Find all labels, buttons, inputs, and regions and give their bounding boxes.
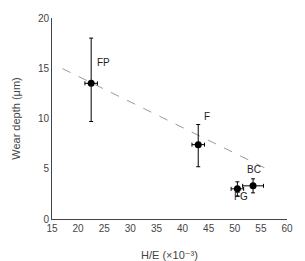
svg-text:15: 15: [46, 223, 58, 234]
svg-text:Wear depth (μm): Wear depth (μm): [10, 77, 22, 160]
svg-text:50: 50: [229, 223, 241, 234]
svg-text:55: 55: [255, 223, 267, 234]
svg-text:15: 15: [38, 63, 50, 74]
svg-text:BC: BC: [247, 164, 261, 175]
svg-text:45: 45: [203, 223, 215, 234]
svg-text:10: 10: [38, 113, 50, 124]
svg-text:F: F: [204, 111, 210, 122]
svg-text:20: 20: [38, 13, 50, 24]
svg-text:5: 5: [43, 163, 49, 174]
svg-text:60: 60: [281, 223, 293, 234]
svg-text:20: 20: [73, 223, 85, 234]
svg-text:35: 35: [151, 223, 163, 234]
svg-text:H/E (×10⁻³): H/E (×10⁻³): [141, 249, 198, 261]
svg-text:0: 0: [43, 214, 49, 225]
svg-text:40: 40: [177, 223, 189, 234]
svg-text:30: 30: [125, 223, 137, 234]
svg-text:FG: FG: [234, 191, 248, 202]
svg-text:25: 25: [99, 223, 111, 234]
svg-text:FP: FP: [97, 57, 110, 68]
